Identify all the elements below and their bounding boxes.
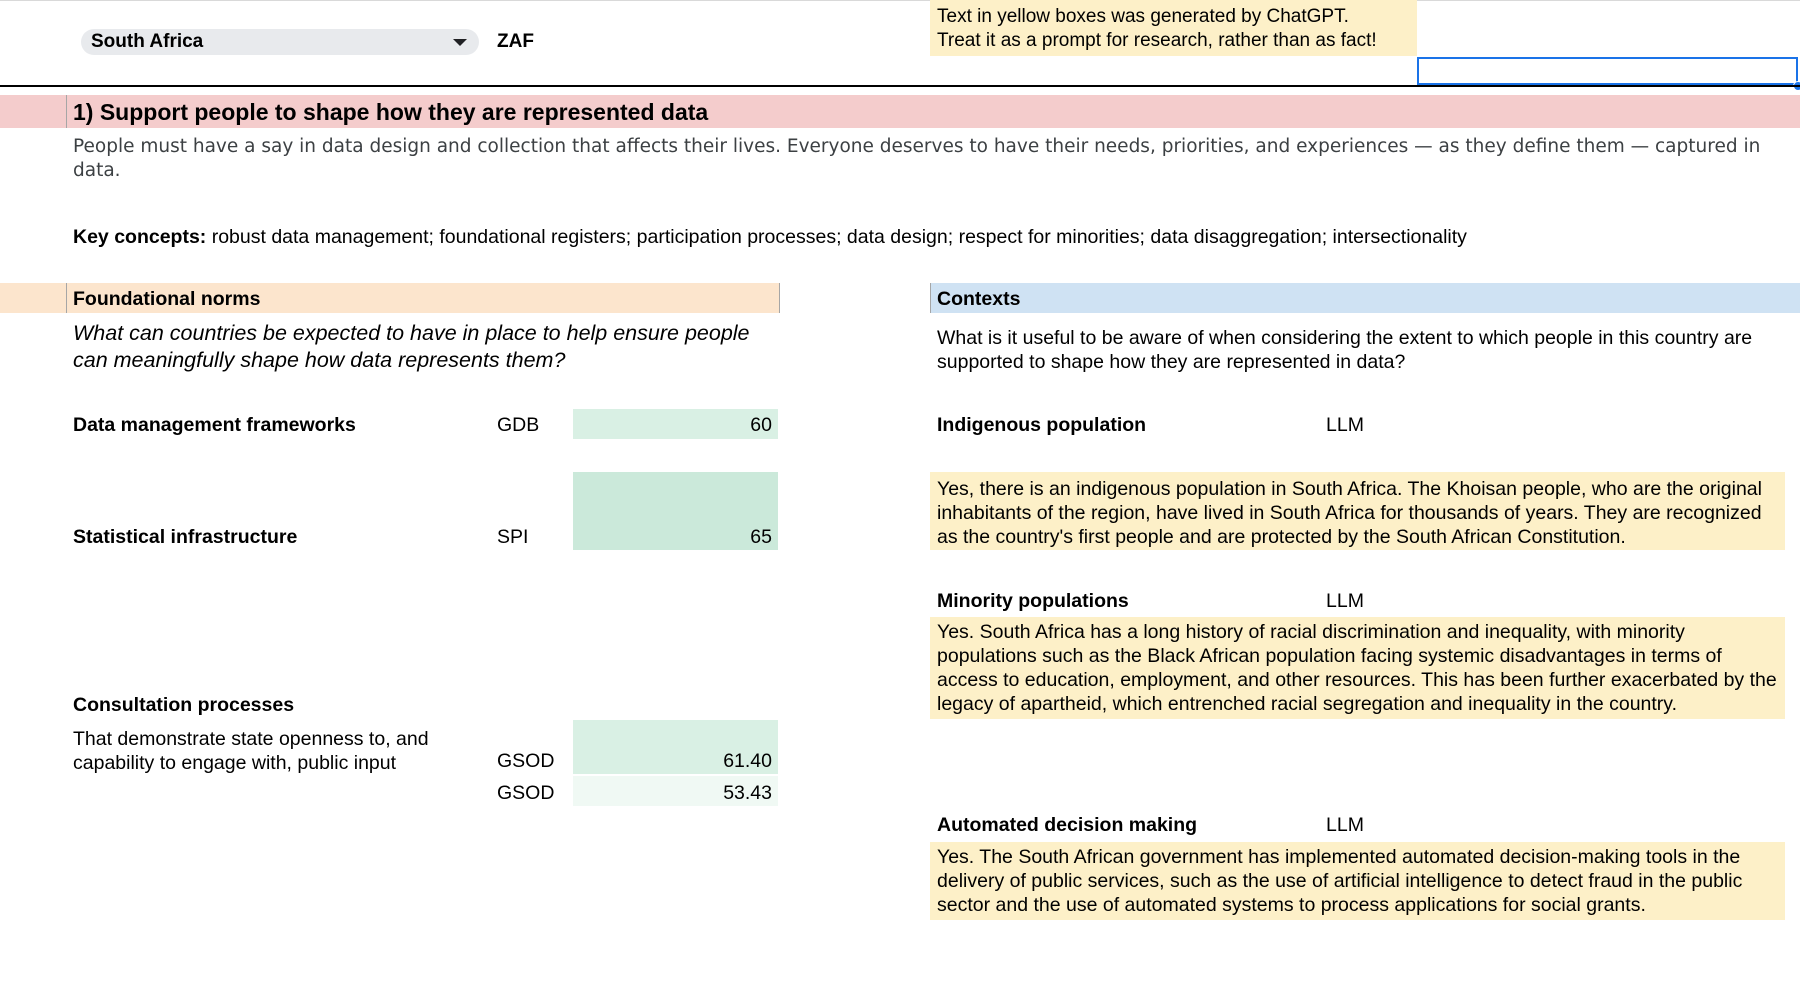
contexts-question: What is it useful to be aware of when co… xyxy=(937,327,1753,373)
norms-header-edge-right xyxy=(779,283,780,313)
chevron-down-icon[interactable] xyxy=(453,39,467,46)
chatgpt-disclaimer-note: Text in yellow boxes was generated by Ch… xyxy=(930,0,1417,56)
norms-header-edge-left xyxy=(66,283,67,313)
country-dropdown-value: South Africa xyxy=(91,31,204,52)
metric-source-gdb: GDB xyxy=(497,414,540,436)
norms-title: Foundational norms xyxy=(73,288,261,310)
selected-cell[interactable] xyxy=(1417,57,1798,85)
contexts-title: Contexts xyxy=(937,288,1021,310)
sheet-top-border xyxy=(0,0,1800,1)
norms-header-band xyxy=(0,283,780,313)
key-concepts: Key concepts: robust data management; fo… xyxy=(73,224,1467,250)
llm-text-indigenous[interactable]: Yes, there is an indigenous population i… xyxy=(930,472,1785,550)
disclaimer-line-1: Text in yellow boxes was generated by Ch… xyxy=(937,6,1349,27)
section-title: 1) Support people to shape how they are … xyxy=(73,99,709,125)
llm-text-automated-decisions[interactable]: Yes. The South African government has im… xyxy=(930,842,1785,920)
metric-value-consultation[interactable]: 61.40 xyxy=(573,720,778,774)
country-dropdown[interactable]: South Africa xyxy=(81,29,479,55)
context-label-indigenous: Indigenous population xyxy=(937,414,1147,436)
header-divider xyxy=(0,85,1800,87)
section-title-band xyxy=(0,95,1800,128)
norms-question: What can countries be expected to have i… xyxy=(73,321,750,372)
metric-source-gsod-secondary: GSOD xyxy=(497,782,555,804)
metric-label-data-management: Data management frameworks xyxy=(73,414,356,436)
context-source-llm: LLM xyxy=(1326,414,1364,436)
metric-value-statistical-infrastructure[interactable]: 65 xyxy=(573,472,778,550)
metric-label-statistical-infrastructure: Statistical infrastructure xyxy=(73,526,298,548)
key-concepts-label: Key concepts: xyxy=(73,226,207,248)
section-title-edge xyxy=(66,95,67,128)
context-label-automated-decisions: Automated decision making xyxy=(937,814,1198,836)
country-code: ZAF xyxy=(497,31,534,52)
metric-value-consultation-secondary[interactable]: 53.43 xyxy=(573,776,778,806)
metric-source-spi: SPI xyxy=(497,526,529,548)
metric-source-gsod: GSOD xyxy=(497,750,555,772)
contexts-header-band xyxy=(930,283,1800,313)
context-source-llm: LLM xyxy=(1326,814,1364,836)
disclaimer-line-2: Treat it as a prompt for research, rathe… xyxy=(937,30,1377,51)
context-source-llm: LLM xyxy=(1326,590,1364,612)
context-label-minority: Minority populations xyxy=(937,590,1129,612)
llm-text-minority[interactable]: Yes. South Africa has a long history of … xyxy=(930,617,1785,719)
metric-value-data-management[interactable]: 60 xyxy=(573,409,778,439)
metric-description-consultation: That demonstrate state openness to, and … xyxy=(73,728,429,774)
metric-label-consultation-processes: Consultation processes xyxy=(73,694,295,716)
section-description: People must have a say in data design an… xyxy=(73,136,1761,181)
contexts-header-edge xyxy=(930,283,931,313)
key-concepts-text: robust data management; foundational reg… xyxy=(206,226,1467,248)
